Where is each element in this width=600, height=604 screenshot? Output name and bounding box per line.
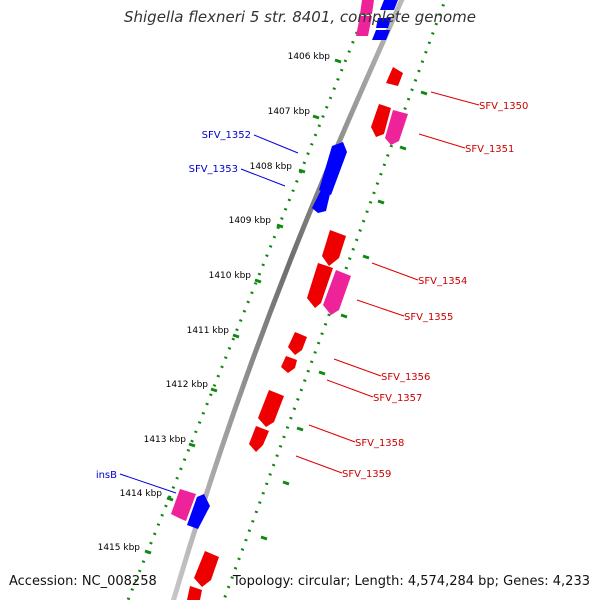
gene-feature-minus[interactable] <box>376 18 391 28</box>
tick-mark <box>232 333 240 339</box>
rna-feature[interactable] <box>323 270 351 315</box>
tick-labels: 1406 kbp 1407 kbp 1408 kbp 1409 kbp 1410… <box>98 52 331 553</box>
tick-mark <box>362 254 370 260</box>
tick-mark <box>166 496 174 502</box>
gene-label-sfv-1359[interactable]: SFV_1359 <box>342 469 391 480</box>
gene-label-sfv-1353[interactable]: SFV_1353 <box>189 164 238 175</box>
gene-feature-plus[interactable] <box>322 230 346 266</box>
outer-dotted-ring <box>220 0 447 604</box>
gene-label-sfv-1352[interactable]: SFV_1352 <box>202 130 251 141</box>
rna-feature[interactable] <box>385 110 408 145</box>
tick-mark <box>334 58 342 64</box>
tick-label: 1406 kbp <box>288 52 331 62</box>
gene-feature-plus[interactable] <box>258 390 284 427</box>
gene-feature-plus[interactable] <box>187 586 202 600</box>
gene-feature-minus[interactable] <box>380 0 398 10</box>
callout-line <box>295 455 343 474</box>
tick-mark <box>282 480 290 486</box>
callout-line <box>333 358 382 377</box>
tick-mark <box>377 199 385 205</box>
callout-line <box>240 168 286 187</box>
callout-line <box>356 299 405 317</box>
callout-line <box>430 91 480 106</box>
gene-feature-plus[interactable] <box>307 263 333 308</box>
gene-label-sfv-1358[interactable]: SFV_1358 <box>355 438 404 449</box>
tick-label: 1410 kbp <box>209 271 252 281</box>
accession-text: Accession: NC_008258 <box>9 574 157 589</box>
rna-feature[interactable] <box>356 16 372 36</box>
gene-feature-minus[interactable] <box>319 142 347 195</box>
tick-mark <box>254 278 262 284</box>
tick-mark <box>144 549 152 555</box>
tick-mark <box>312 114 320 120</box>
callout-line <box>119 473 177 494</box>
tick-label: 1413 kbp <box>144 435 187 445</box>
genome-summary: Topology: circular; Length: 4,574,284 bp… <box>232 574 590 589</box>
gene-feature-plus[interactable] <box>249 426 269 452</box>
callout-line <box>253 134 299 154</box>
tick-label: 1407 kbp <box>268 107 311 117</box>
tick-label: 1415 kbp <box>98 543 141 553</box>
outer-ticks <box>260 90 428 541</box>
gene-feature-plus[interactable] <box>386 67 403 86</box>
callout-lines <box>119 91 480 494</box>
gene-feature-minus[interactable] <box>312 190 330 213</box>
callout-line <box>418 133 466 149</box>
map-title: Shigella flexneri 5 str. 8401, complete … <box>123 8 477 26</box>
gene-label-group: SFV_1350 SFV_1351 SFV_1352 SFV_1353 SFV_… <box>96 101 529 481</box>
gene-label-insb[interactable]: insB <box>96 470 117 481</box>
tick-label: 1412 kbp <box>166 380 209 390</box>
callout-line <box>308 424 356 443</box>
tick-mark <box>420 90 428 96</box>
gene-feature-minus[interactable] <box>372 30 390 40</box>
gene-feature-plus[interactable] <box>281 356 297 373</box>
tick-label: 1414 kbp <box>120 489 163 499</box>
gene-label-sfv-1354[interactable]: SFV_1354 <box>418 276 467 287</box>
tick-label: 1408 kbp <box>250 162 293 172</box>
tick-mark <box>296 426 304 432</box>
callout-line <box>326 379 374 398</box>
tick-mark <box>340 313 348 319</box>
gene-label-sfv-1355[interactable]: SFV_1355 <box>404 312 453 323</box>
tick-mark <box>399 145 407 151</box>
gene-feature-minus[interactable] <box>187 494 210 529</box>
gene-feature-plus[interactable] <box>371 104 391 137</box>
gene-label-sfv-1351[interactable]: SFV_1351 <box>465 144 514 155</box>
rna-feature[interactable] <box>171 489 196 521</box>
rna-feature[interactable] <box>360 0 374 14</box>
tick-mark <box>276 223 284 229</box>
tick-mark <box>318 370 326 376</box>
gene-label-sfv-1350[interactable]: SFV_1350 <box>479 101 528 112</box>
tick-mark <box>210 387 218 393</box>
callout-line <box>371 262 419 281</box>
tick-label: 1409 kbp <box>229 216 272 226</box>
gene-feature-plus[interactable] <box>194 551 219 587</box>
gene-feature-plus[interactable] <box>288 332 307 355</box>
scale-ticks <box>144 58 342 555</box>
tick-mark <box>298 168 306 174</box>
tick-mark <box>188 442 196 448</box>
gene-label-sfv-1356[interactable]: SFV_1356 <box>381 372 430 383</box>
tick-label: 1411 kbp <box>187 326 230 336</box>
gene-label-sfv-1357[interactable]: SFV_1357 <box>373 393 422 404</box>
tick-mark <box>260 535 268 541</box>
